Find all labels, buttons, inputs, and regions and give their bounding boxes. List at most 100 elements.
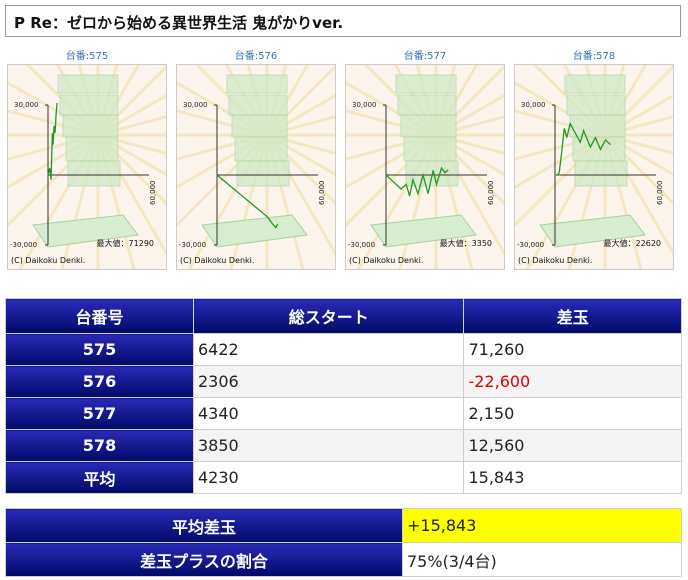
chart-panel-576[interactable]: 台番:576 30,000 -30,000 60,000 (C) Daikoku De… <box>176 50 336 270</box>
background-ray <box>266 133 335 176</box>
background-ray <box>266 115 335 137</box>
decorative-box <box>569 114 626 138</box>
background-ray <box>266 94 335 137</box>
table-header-row: 台番号 総スタート 差玉 <box>5 298 682 334</box>
data-line <box>385 166 449 197</box>
chart-svg <box>346 65 504 269</box>
chart-label[interactable]: 台番:575 <box>65 51 109 62</box>
machine-no: 578 <box>5 429 194 462</box>
total-start: 3850 <box>192 429 465 462</box>
background-ray <box>604 133 673 155</box>
chart[interactable]: 30,000 -30,000 60,000 (C) Daikoku Denki. <box>176 64 336 270</box>
chart-label[interactable]: 台番:577 <box>403 51 447 62</box>
decorative-tray <box>201 214 308 248</box>
decorative-box <box>62 114 119 138</box>
diff-balls: 2,150 <box>463 397 682 430</box>
diff-balls: 15,843 <box>463 461 682 494</box>
chart-svg <box>8 65 166 269</box>
background-ray <box>604 115 673 137</box>
decorative-box <box>397 94 457 116</box>
decorative-box <box>234 136 288 162</box>
data-line <box>216 174 279 229</box>
chart-label[interactable]: 台番:578 <box>572 51 616 62</box>
avg-diff-value: +15,843 <box>402 508 682 543</box>
chart-panel-575[interactable]: 台番:575 30,000 -30,000 60,000 最大値：71290 (C) D… <box>7 50 167 270</box>
machine-no: 575 <box>5 333 194 366</box>
copyright-text: (C) Daikoku Denki. <box>518 256 593 265</box>
max-value-label: 最大値：3350 <box>439 239 492 248</box>
chart-label[interactable]: 台番:576 <box>234 51 278 62</box>
max-value-label: 最大値：71290 <box>96 239 154 248</box>
y-max-label: 30,000 <box>183 101 208 109</box>
summary-row-average: 平均差玉 +15,843 <box>5 508 682 543</box>
background-ray <box>435 133 504 155</box>
copyright-text: (C) Daikoku Denki. <box>349 256 424 265</box>
decorative-box <box>65 136 119 162</box>
y-min-label: -30,000 <box>517 241 545 249</box>
total-start: 2306 <box>192 365 465 398</box>
chart-panel-577[interactable]: 台番:577 30,000 -30,000 60,000 最大値：3350 (C) Da… <box>345 50 505 270</box>
chart[interactable]: 30,000 -30,000 60,000 最大値：3350 (C) Daikoku D… <box>345 64 505 270</box>
chart-panel-578[interactable]: 台番:578 30,000 -30,000 60,000 最大値：22620 (C) D… <box>514 50 674 270</box>
decorative-box <box>564 74 626 94</box>
chart[interactable]: 30,000 -30,000 60,000 最大値：22620 (C) Daikoku … <box>514 64 674 270</box>
table-row: 576 2306 -22,600 <box>5 365 682 398</box>
decorative-tray <box>370 214 477 248</box>
header-diff: 差玉 <box>463 298 682 334</box>
background-ray <box>435 115 504 137</box>
background-ray <box>604 94 673 137</box>
summary-row-ratio: 差玉プラスの割合 75%(3/4台) <box>5 542 682 577</box>
y-min-label: -30,000 <box>348 241 376 249</box>
x-max-label: 60,000 <box>656 180 664 206</box>
decorative-tray <box>539 214 646 248</box>
y-max-label: 30,000 <box>14 101 39 109</box>
decorative-box <box>395 74 457 94</box>
total-start: 6422 <box>192 333 465 366</box>
diff-balls: -22,600 <box>463 365 682 398</box>
background-ray <box>97 133 166 176</box>
decorative-box <box>574 160 628 187</box>
data-table: 台番号 総スタート 差玉 575 6422 71,260 576 2306 -2… <box>5 298 682 494</box>
table-row-average: 平均 4230 15,843 <box>5 461 682 494</box>
decorative-box <box>57 74 119 94</box>
chart-svg <box>515 65 673 269</box>
page-title: P Re：ゼロから始める異世界生活 鬼がかりver. <box>14 14 344 32</box>
data-line <box>555 121 611 176</box>
decorative-box <box>59 94 119 116</box>
chart[interactable]: 30,000 -30,000 60,000 最大値：71290 (C) Daikoku … <box>7 64 167 270</box>
copyright-text: (C) Daikoku Denki. <box>11 256 86 265</box>
data-line <box>47 102 58 180</box>
summary-table: 平均差玉 +15,843 差玉プラスの割合 75%(3/4台) <box>5 508 682 577</box>
plus-ratio-label: 差玉プラスの割合 <box>5 542 403 577</box>
table-row: 577 4340 2,150 <box>5 397 682 430</box>
decorative-box <box>226 74 288 94</box>
header-total-start: 総スタート <box>192 298 465 334</box>
decorative-box <box>400 114 457 138</box>
table-row: 575 6422 71,260 <box>5 333 682 366</box>
background-ray <box>604 133 673 176</box>
avg-diff-label: 平均差玉 <box>5 508 403 543</box>
chart-svg <box>177 65 335 269</box>
machine-no: 577 <box>5 397 194 430</box>
decorative-box <box>67 160 121 187</box>
decorative-box <box>572 136 626 162</box>
background-ray <box>435 94 504 137</box>
background-ray <box>435 133 504 176</box>
background-ray <box>97 94 166 137</box>
diff-balls: 71,260 <box>463 333 682 366</box>
decorative-box <box>236 160 290 187</box>
title-box: P Re：ゼロから始める異世界生活 鬼がかりver. <box>5 5 681 37</box>
diff-balls: 12,560 <box>463 429 682 462</box>
decorative-box <box>228 94 288 116</box>
y-min-label: -30,000 <box>10 241 38 249</box>
decorative-box <box>403 136 457 162</box>
header-machine-no: 台番号 <box>5 298 194 334</box>
total-start: 4340 <box>192 397 465 430</box>
x-max-label: 60,000 <box>318 180 326 206</box>
total-start: 4230 <box>192 461 465 494</box>
y-min-label: -30,000 <box>179 241 207 249</box>
decorative-box <box>566 94 626 116</box>
background-ray <box>266 133 335 155</box>
background-ray <box>97 115 166 137</box>
x-max-label: 60,000 <box>149 180 157 206</box>
